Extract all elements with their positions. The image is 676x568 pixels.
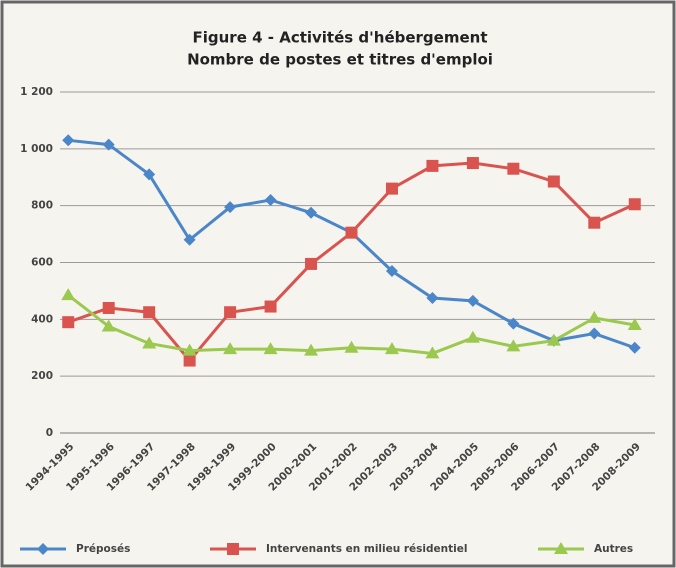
chart-subtitle: Nombre de postes et titres d'emploi — [187, 51, 493, 69]
marker — [554, 542, 568, 554]
marker — [628, 341, 641, 354]
marker — [588, 327, 601, 340]
marker — [547, 175, 560, 188]
marker — [304, 343, 319, 356]
marker — [426, 292, 439, 305]
legend-label: Autres — [594, 543, 633, 555]
marker — [263, 342, 278, 355]
marker — [546, 333, 561, 346]
marker — [465, 330, 480, 343]
marker — [628, 198, 641, 211]
marker — [507, 162, 520, 175]
marker — [61, 288, 76, 301]
marker — [425, 346, 440, 359]
marker — [143, 168, 156, 181]
marker — [264, 300, 277, 313]
marker — [305, 257, 318, 270]
marker — [102, 301, 115, 314]
marker — [588, 216, 601, 229]
marker — [37, 543, 49, 555]
marker — [587, 310, 602, 323]
marker — [227, 543, 239, 555]
marker — [142, 336, 157, 349]
y-tick-label: 200 — [31, 370, 53, 382]
marker — [466, 157, 479, 170]
marker — [183, 233, 196, 246]
marker — [102, 138, 115, 151]
legend-label: Préposés — [76, 543, 130, 555]
y-tick-label: 600 — [31, 257, 53, 269]
marker — [385, 182, 398, 195]
marker — [224, 201, 237, 214]
marker — [62, 134, 75, 147]
y-tick-label: 1 000 — [20, 143, 53, 155]
legend-label: Intervenants en milieu résidentiel — [266, 543, 467, 555]
marker — [183, 354, 196, 367]
marker — [264, 193, 277, 206]
marker — [224, 306, 237, 319]
marker — [426, 159, 439, 172]
marker — [223, 342, 238, 355]
marker — [62, 316, 75, 329]
marker — [507, 317, 520, 330]
chart-title: Figure 4 - Activités d'hébergement — [193, 29, 488, 47]
marker — [466, 294, 479, 307]
marker — [182, 343, 197, 356]
y-tick-label: 400 — [31, 313, 53, 325]
marker — [384, 342, 399, 355]
marker — [344, 340, 359, 353]
marker — [345, 226, 358, 239]
marker — [143, 306, 156, 319]
marker — [627, 318, 642, 331]
y-tick-label: 1 200 — [20, 86, 53, 98]
marker — [305, 206, 318, 219]
marker — [101, 319, 116, 332]
y-tick-label: 0 — [46, 427, 53, 439]
marker — [506, 339, 521, 352]
marker — [385, 265, 398, 278]
y-tick-label: 800 — [31, 200, 53, 212]
